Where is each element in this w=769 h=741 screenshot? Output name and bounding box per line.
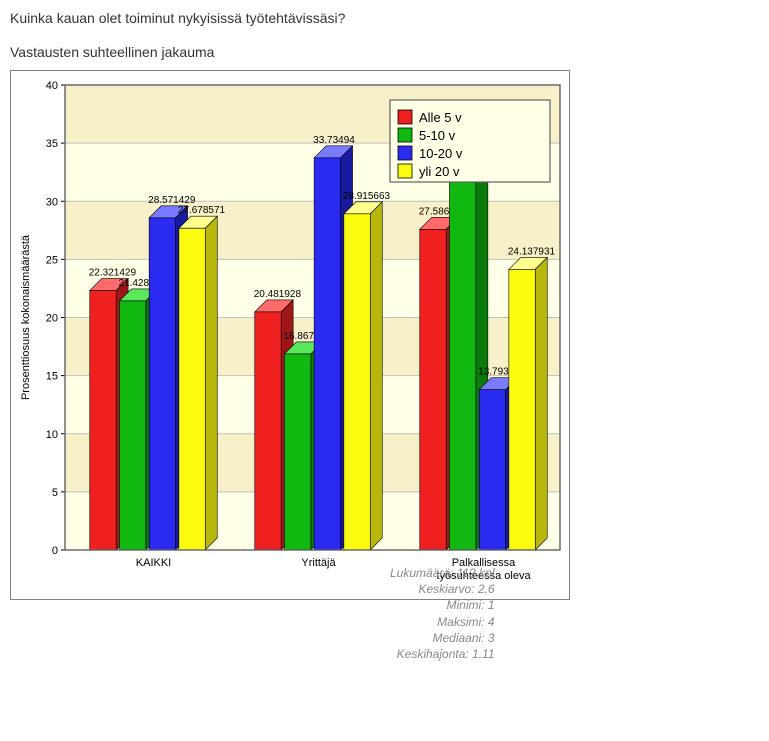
stats-line: Maksimi: 4 bbox=[390, 614, 495, 630]
svg-text:27.678571: 27.678571 bbox=[178, 205, 226, 216]
svg-text:KAIKKI: KAIKKI bbox=[136, 557, 171, 569]
stats-line: Mediaani: 3 bbox=[390, 630, 495, 646]
svg-text:5-10 v: 5-10 v bbox=[419, 128, 456, 143]
svg-text:10: 10 bbox=[46, 429, 58, 441]
svg-text:Yrittäjä: Yrittäjä bbox=[301, 557, 336, 569]
stats-line: Lukumäärä: 112 kpl bbox=[390, 565, 495, 581]
stats-block: Lukumäärä: 112 kplKeskiarvo: 2.6Minimi: … bbox=[390, 565, 495, 662]
svg-text:5: 5 bbox=[52, 487, 58, 499]
stats-line: Keskihajonta: 1.11 bbox=[390, 646, 495, 662]
svg-text:33.73494: 33.73494 bbox=[313, 135, 355, 146]
bar-chart: 051015202530354022.32142921.428528.57142… bbox=[10, 70, 570, 600]
svg-text:Prosenttiosuus kokonaismääräst: Prosenttiosuus kokonaismäärästä bbox=[20, 234, 32, 400]
svg-text:16.867: 16.867 bbox=[283, 331, 314, 342]
svg-text:28.915663: 28.915663 bbox=[343, 191, 391, 202]
svg-text:27.586: 27.586 bbox=[419, 206, 450, 217]
chart-container: 051015202530354022.32142921.428528.57142… bbox=[10, 70, 759, 600]
svg-text:20.481928: 20.481928 bbox=[254, 289, 302, 300]
svg-text:13.793: 13.793 bbox=[478, 367, 509, 378]
svg-text:30: 30 bbox=[46, 196, 58, 208]
svg-text:yli 20 v: yli 20 v bbox=[419, 164, 460, 179]
svg-text:0: 0 bbox=[52, 545, 58, 557]
svg-text:35: 35 bbox=[46, 138, 58, 150]
svg-text:20: 20 bbox=[46, 313, 58, 325]
svg-text:40: 40 bbox=[46, 80, 58, 92]
svg-text:10-20 v: 10-20 v bbox=[419, 146, 463, 161]
stats-line: Keskiarvo: 2.6 bbox=[390, 581, 495, 597]
svg-text:Alle 5 v: Alle 5 v bbox=[419, 110, 462, 125]
page-subtitle: Vastausten suhteellinen jakauma bbox=[10, 44, 759, 60]
svg-text:24.137931: 24.137931 bbox=[508, 246, 556, 257]
svg-text:28.571429: 28.571429 bbox=[148, 195, 196, 206]
svg-text:15: 15 bbox=[46, 371, 58, 383]
stats-line: Minimi: 1 bbox=[390, 597, 495, 613]
svg-text:25: 25 bbox=[46, 254, 58, 266]
page-title: Kuinka kauan olet toiminut nykyisissä ty… bbox=[10, 10, 759, 26]
svg-text:22.321429: 22.321429 bbox=[89, 268, 137, 279]
